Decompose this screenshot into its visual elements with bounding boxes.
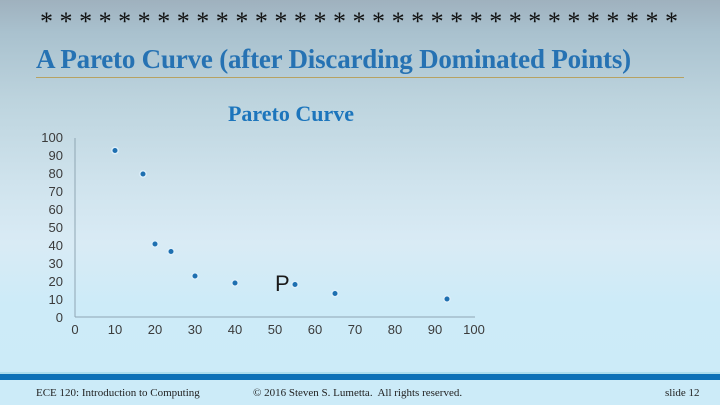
svg-text:P: P bbox=[275, 271, 290, 296]
